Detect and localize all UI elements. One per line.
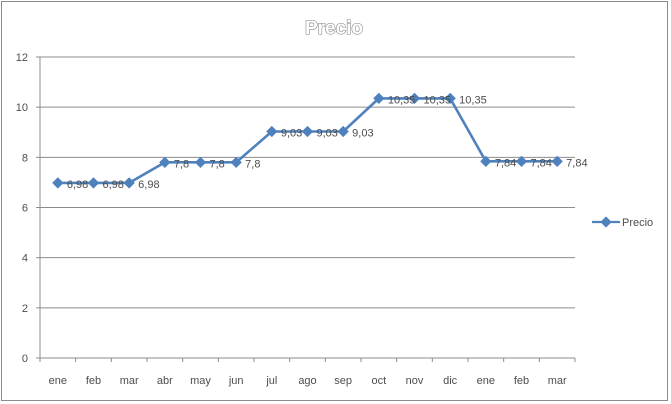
x-tick-label: may [190, 375, 211, 387]
y-tick-label: 0 [22, 353, 28, 365]
data-point [551, 155, 563, 168]
data-label: 7,84 [531, 157, 552, 169]
legend: Precio [592, 216, 653, 229]
legend-marker [600, 216, 612, 228]
y-axis-ticks: 0 2 4 6 8 10 12 [16, 52, 40, 365]
data-label: 9,03 [281, 127, 302, 139]
gridlines [40, 56, 575, 309]
data-label: 7,8 [174, 158, 189, 170]
x-tick-label: feb [86, 375, 101, 387]
x-tick-label: dic [443, 375, 458, 387]
data-point [87, 177, 100, 189]
y-tick-label: 12 [16, 52, 28, 64]
data-label: 9,03 [352, 127, 373, 139]
data-point [159, 156, 171, 169]
x-tick-label: mar [548, 375, 567, 387]
y-tick-label: 2 [22, 303, 28, 315]
data-label: 6,98 [103, 179, 124, 191]
x-tick-label: ene [477, 375, 495, 387]
data-point [480, 155, 492, 168]
data-point [194, 156, 207, 169]
data-label: 7,84 [566, 157, 587, 169]
data-label: 10,35 [424, 94, 452, 106]
data-label: 6,98 [138, 179, 159, 191]
x-tick-label: feb [514, 375, 529, 387]
x-tick-label: sep [334, 375, 352, 387]
data-label: 9,03 [317, 127, 338, 139]
data-point [230, 156, 242, 169]
x-tick-label: oct [371, 375, 386, 387]
data-label: 10,35 [459, 94, 487, 106]
data-label: 7,84 [495, 157, 516, 169]
x-axis-ticks: ene feb mar abr may jun jul ago sep oct nov dic ene f… [39, 358, 576, 387]
data-point [123, 177, 135, 189]
x-tick-label: ene [49, 375, 67, 387]
data-labels: 6,98 6,98 6,98 7,8 7,8 7,8 9,03 9,03 9,03 10,35 10… [67, 94, 588, 191]
data-label: 6,98 [67, 179, 88, 191]
data-point [52, 177, 64, 189]
legend-entry: Precio [622, 217, 653, 229]
data-label: 10,35 [388, 94, 416, 106]
data-label: 7,8 [245, 158, 260, 170]
series-precio [52, 92, 563, 189]
x-tick-label: mar [120, 375, 139, 387]
y-tick-label: 8 [22, 152, 28, 164]
series-line [57, 97, 558, 185]
data-point [515, 155, 528, 168]
data-point [301, 125, 314, 138]
y-tick-label: 4 [22, 253, 28, 265]
y-tick-label: 10 [16, 102, 28, 114]
chart-title: Precio [305, 18, 363, 39]
y-tick-label: 6 [22, 203, 28, 215]
x-tick-label: jul [265, 375, 277, 387]
x-tick-label: abr [157, 375, 173, 387]
x-tick-label: nov [406, 375, 424, 387]
x-tick-label: jun [228, 375, 244, 387]
x-tick-label: ago [298, 375, 316, 387]
data-label: 7,8 [210, 158, 225, 170]
